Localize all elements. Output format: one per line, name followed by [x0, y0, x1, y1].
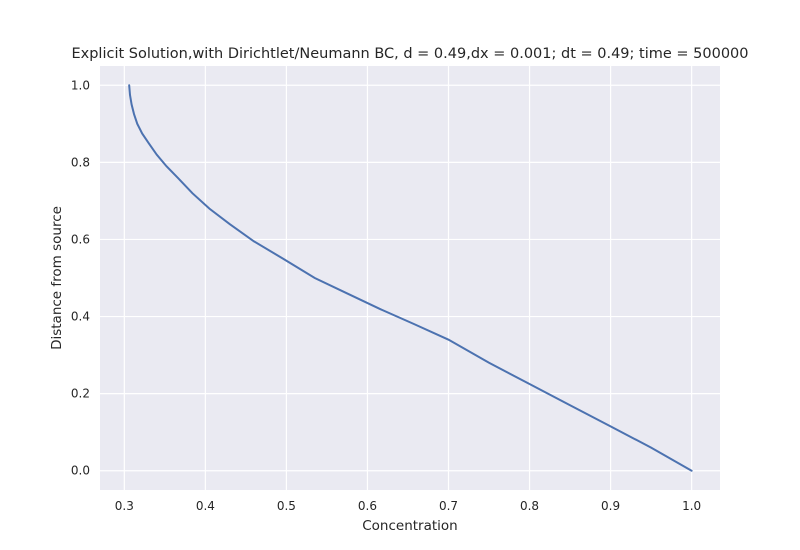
- x-tick-labels: 0.3 0.4 0.5 0.6 0.7 0.8 0.9 1.0: [115, 499, 701, 513]
- x-axis-label: Concentration: [362, 518, 458, 534]
- x-tick-label: 0.7: [439, 499, 458, 513]
- x-tick-label: 0.3: [115, 499, 134, 513]
- y-tick-labels: 0.0 0.2 0.4 0.6 0.8 1.0: [71, 78, 90, 477]
- plot-background: [100, 66, 720, 490]
- y-axis-label: Distance from source: [49, 206, 65, 350]
- x-tick-label: 0.8: [520, 499, 539, 513]
- x-tick-label: 0.5: [277, 499, 296, 513]
- y-tick-label: 0.8: [71, 155, 90, 169]
- y-tick-label: 1.0: [71, 78, 90, 92]
- grid: [100, 66, 720, 490]
- x-tick-label: 0.4: [196, 499, 215, 513]
- y-tick-label: 0.4: [71, 310, 90, 324]
- x-tick-label: 0.9: [601, 499, 620, 513]
- y-tick-label: 0.0: [71, 464, 90, 478]
- x-tick-label: 1.0: [682, 499, 701, 513]
- series-group: [128, 84, 693, 472]
- x-tick-label: 0.6: [358, 499, 377, 513]
- chart-title: Explicit Solution,with Dirichtlet/Neuman…: [71, 46, 748, 62]
- y-tick-label: 0.6: [71, 232, 90, 246]
- series-line-0: [128, 84, 693, 472]
- y-tick-label: 0.2: [71, 387, 90, 401]
